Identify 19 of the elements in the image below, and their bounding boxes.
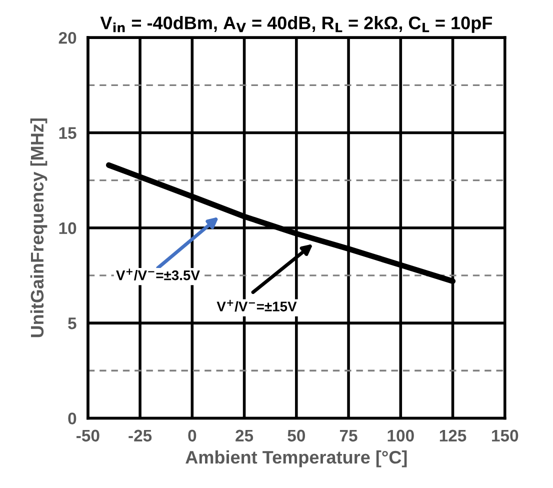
y-tick-label: 5 xyxy=(68,318,76,330)
x-tick-label: -25 xyxy=(128,430,152,442)
y-axis-title: UnitGainFrequency [MHz] xyxy=(30,118,48,338)
x-tick-label: 50 xyxy=(288,430,305,442)
x-tick-label: 0 xyxy=(188,430,196,442)
x-tick-label: -50 xyxy=(76,430,100,442)
x-tick-label: 75 xyxy=(340,430,358,442)
x-tick-label: 100 xyxy=(388,430,414,442)
y-tick-label: 10 xyxy=(59,222,76,234)
y-tick-label: 15 xyxy=(59,127,76,139)
y-tick-label: 20 xyxy=(58,32,76,44)
x-tick-label: 125 xyxy=(440,430,466,442)
x-tick-label: 150 xyxy=(492,430,518,442)
chart-title: V$_{in}$ = -40dBm, A$_{V}$ = 40dB, R$_{L}$ = 2kΩ, C$_{L}$ = 10pF xyxy=(100,16,492,33)
x-axis-title: Ambient Temperature [°C] xyxy=(186,450,407,468)
x-tick-label: 25 xyxy=(236,430,254,442)
y-tick-label: 0 xyxy=(68,412,76,424)
annotation: V$^{+}$/V$^{−}$=±3.5V xyxy=(116,268,200,280)
annotation: V$^{+}$/V$^{−}$=±15V xyxy=(216,300,297,312)
